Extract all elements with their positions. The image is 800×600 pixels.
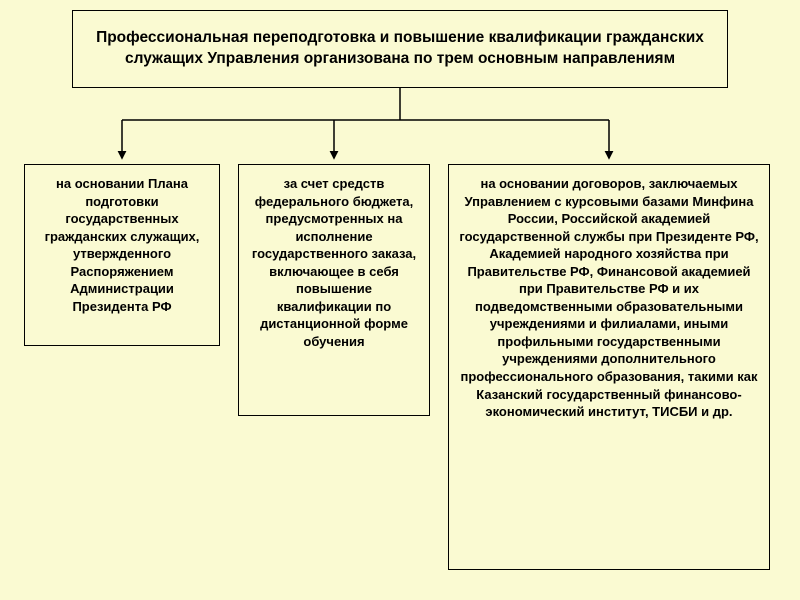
direction-text-3: на основании договоров, заключаемых Упра…: [459, 176, 758, 419]
direction-box-2: за счет средств федерального бюджета, пр…: [238, 164, 430, 416]
header-box: Профессиональная переподготовка и повыше…: [72, 10, 728, 88]
header-text: Профессиональная переподготовка и повыше…: [89, 28, 711, 70]
direction-text-2: за счет средств федерального бюджета, пр…: [252, 176, 416, 349]
direction-box-1: на основании Плана подготовки государств…: [24, 164, 220, 346]
direction-text-1: на основании Плана подготовки государств…: [45, 176, 200, 314]
direction-box-3: на основании договоров, заключаемых Упра…: [448, 164, 770, 570]
